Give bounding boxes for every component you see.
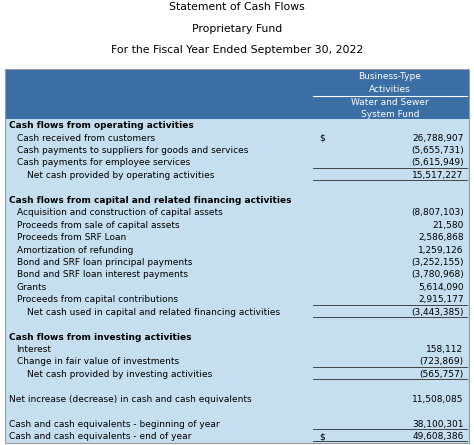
Text: 2,586,868: 2,586,868 xyxy=(418,233,464,242)
Text: 158,112: 158,112 xyxy=(427,345,464,354)
Text: Bond and SRF loan interest payments: Bond and SRF loan interest payments xyxy=(17,271,188,279)
Text: Cash and cash equivalents - end of year: Cash and cash equivalents - end of year xyxy=(9,432,191,441)
Bar xyxy=(5,119,469,443)
Text: Net cash provided by operating activities: Net cash provided by operating activitie… xyxy=(27,171,215,180)
Text: Activities: Activities xyxy=(369,85,411,94)
Text: 1,259,126: 1,259,126 xyxy=(418,246,464,255)
Text: For the Fiscal Year Ended September 30, 2022: For the Fiscal Year Ended September 30, … xyxy=(111,45,363,55)
Text: System Fund: System Fund xyxy=(361,110,419,119)
Text: 5,614,090: 5,614,090 xyxy=(418,283,464,292)
Text: Cash payments for employee services: Cash payments for employee services xyxy=(17,158,190,167)
Text: (5,615,949): (5,615,949) xyxy=(411,158,464,167)
Text: Change in fair value of investments: Change in fair value of investments xyxy=(17,357,179,366)
Text: (3,780,968): (3,780,968) xyxy=(411,271,464,279)
Text: Cash flows from operating activities: Cash flows from operating activities xyxy=(9,121,193,130)
Text: Proceeds from SRF Loan: Proceeds from SRF Loan xyxy=(17,233,126,242)
Bar xyxy=(5,69,469,443)
Text: (3,252,155): (3,252,155) xyxy=(411,258,464,267)
Text: 49,608,386: 49,608,386 xyxy=(412,432,464,441)
Text: Net increase (decrease) in cash and cash equivalents: Net increase (decrease) in cash and cash… xyxy=(9,395,251,404)
Text: $: $ xyxy=(319,432,325,441)
Text: Proceeds from capital contributions: Proceeds from capital contributions xyxy=(17,295,178,304)
Text: Cash and cash equivalents - beginning of year: Cash and cash equivalents - beginning of… xyxy=(9,420,219,429)
Text: Business-Type: Business-Type xyxy=(358,72,421,81)
Text: Proprietary Fund: Proprietary Fund xyxy=(192,24,282,33)
Text: Cash flows from capital and related financing activities: Cash flows from capital and related fina… xyxy=(9,196,291,205)
Text: Grants: Grants xyxy=(17,283,47,292)
Text: Cash payments to suppliers for goods and services: Cash payments to suppliers for goods and… xyxy=(17,146,248,155)
Text: (723,869): (723,869) xyxy=(419,357,464,366)
Text: Water and Sewer: Water and Sewer xyxy=(351,97,428,106)
Bar xyxy=(5,69,469,119)
Text: Amortization of refunding: Amortization of refunding xyxy=(17,246,133,255)
Text: Bond and SRF loan principal payments: Bond and SRF loan principal payments xyxy=(17,258,192,267)
Text: (5,655,731): (5,655,731) xyxy=(411,146,464,155)
Text: $: $ xyxy=(319,134,325,142)
Text: Statement of Cash Flows: Statement of Cash Flows xyxy=(169,2,305,12)
Text: Cash received from customers: Cash received from customers xyxy=(17,134,155,142)
Text: (8,807,103): (8,807,103) xyxy=(411,208,464,217)
Text: Net cash used in capital and related financing activities: Net cash used in capital and related fin… xyxy=(27,307,281,317)
Text: 2,915,177: 2,915,177 xyxy=(418,295,464,304)
Text: 21,580: 21,580 xyxy=(432,221,464,230)
Text: 38,100,301: 38,100,301 xyxy=(412,420,464,429)
Text: Net cash provided by investing activities: Net cash provided by investing activitie… xyxy=(27,370,213,379)
Text: Cash flows from investing activities: Cash flows from investing activities xyxy=(9,332,191,342)
Text: (3,443,385): (3,443,385) xyxy=(411,307,464,317)
Text: Proceeds from sale of capital assets: Proceeds from sale of capital assets xyxy=(17,221,179,230)
Text: (565,757): (565,757) xyxy=(419,370,464,379)
Text: 11,508,085: 11,508,085 xyxy=(412,395,464,404)
Text: Interest: Interest xyxy=(17,345,52,354)
Text: 15,517,227: 15,517,227 xyxy=(412,171,464,180)
Text: Acquisition and construction of capital assets: Acquisition and construction of capital … xyxy=(17,208,222,217)
Text: 26,788,907: 26,788,907 xyxy=(412,134,464,142)
